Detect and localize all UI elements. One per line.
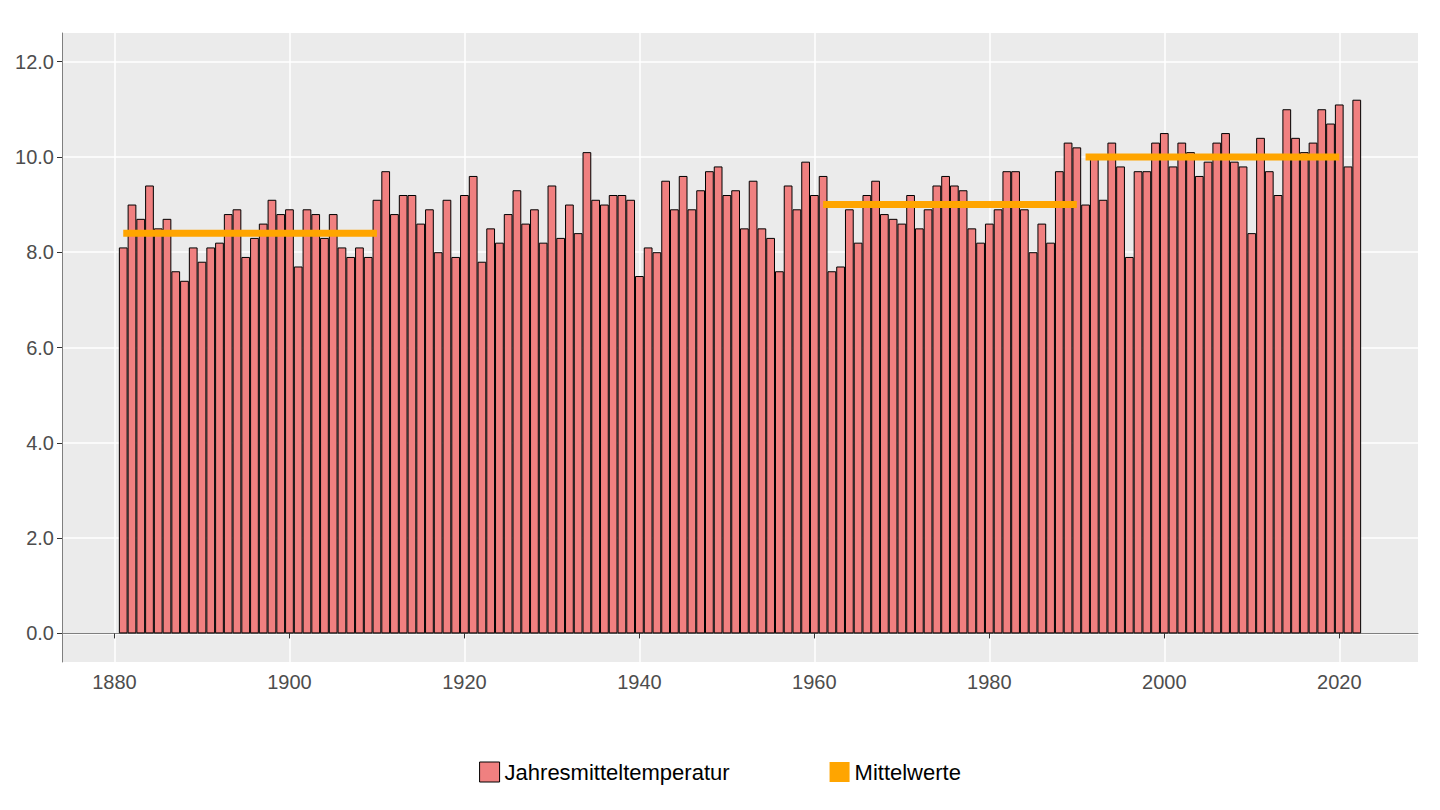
- svg-text:Mittelwerte: Mittelwerte: [855, 760, 961, 785]
- svg-text:2020: 2020: [1317, 671, 1362, 693]
- svg-text:8.0: 8.0: [26, 241, 54, 263]
- svg-text:1880: 1880: [92, 671, 136, 693]
- svg-text:10.0: 10.0: [15, 146, 54, 168]
- svg-text:4.0: 4.0: [26, 432, 54, 454]
- svg-text:0.0: 0.0: [26, 622, 54, 644]
- svg-text:12.0: 12.0: [15, 51, 54, 73]
- svg-text:Jahresmitteltemperatur: Jahresmitteltemperatur: [505, 760, 730, 785]
- svg-text:1940: 1940: [617, 671, 662, 693]
- svg-text:1920: 1920: [442, 671, 487, 693]
- svg-text:2000: 2000: [1142, 671, 1187, 693]
- svg-text:2.0: 2.0: [26, 527, 54, 549]
- svg-text:1960: 1960: [792, 671, 837, 693]
- svg-text:1980: 1980: [967, 671, 1012, 693]
- svg-text:1900: 1900: [267, 671, 312, 693]
- svg-text:6.0: 6.0: [26, 337, 54, 359]
